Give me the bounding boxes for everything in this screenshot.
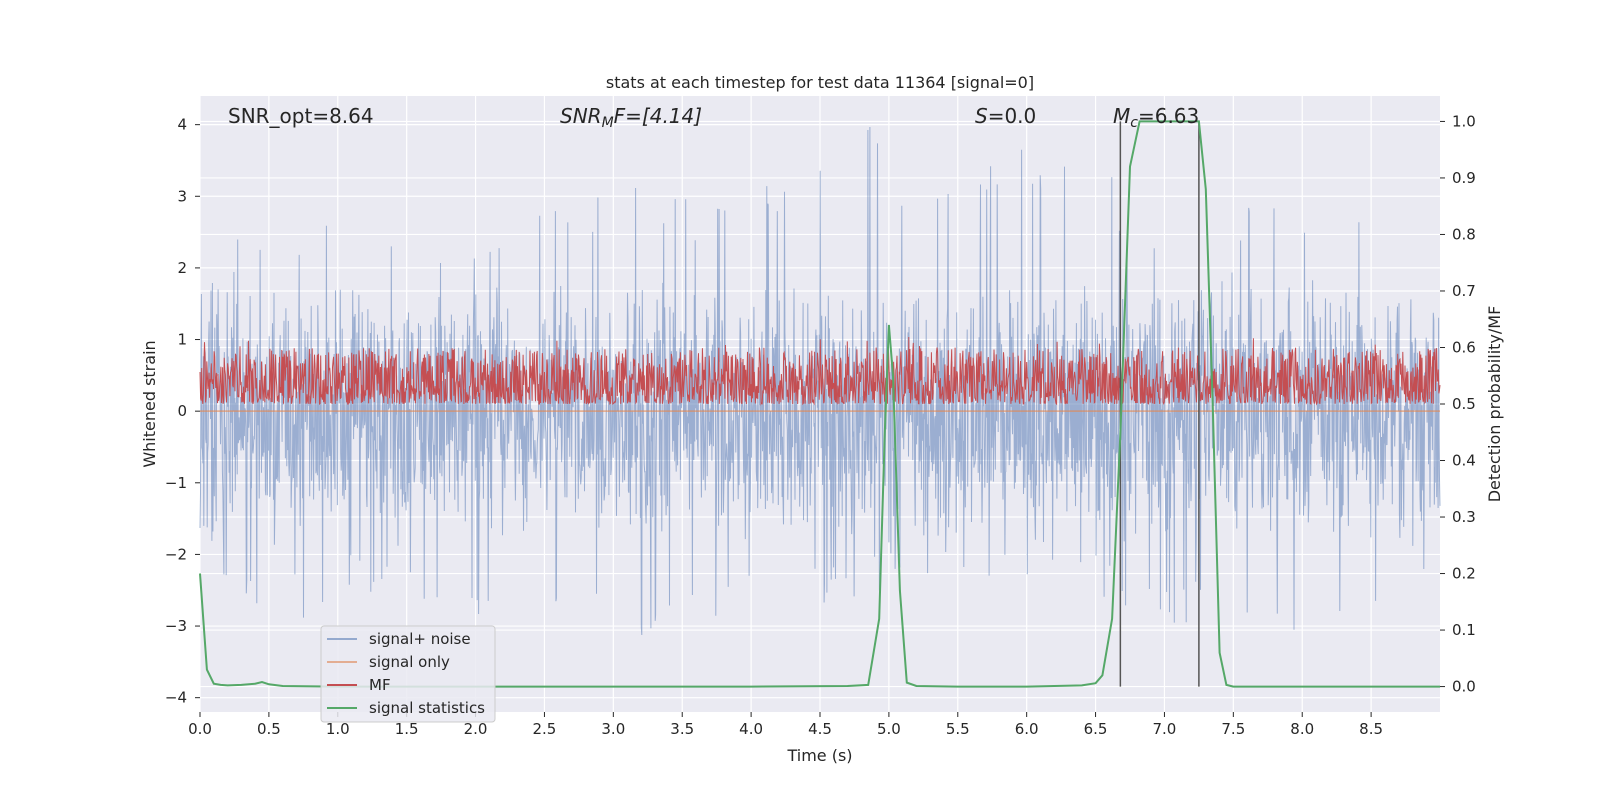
annotation-mc-sub: c [1130,115,1138,131]
x-tick-label: 4.5 [808,720,832,738]
annotation-mc: Mc=6.63 [1113,104,1199,131]
x-tick-label: 7.5 [1221,720,1245,738]
x-tick-label: 4.0 [739,720,763,738]
y-tick-label: 2 [177,259,187,277]
x-tick-label: 8.5 [1359,720,1383,738]
annotation-s: S=0.0 [975,104,1036,128]
detection-vertical-lines [1119,121,1200,687]
y2-tick-label: 0.8 [1452,225,1476,243]
x-tick-label: 1.0 [326,720,350,738]
x-tick-label: 7.0 [1153,720,1177,738]
x-tick-label: 1.5 [395,720,419,738]
x-tick-label: 5.5 [946,720,970,738]
y-tick-label: −4 [165,689,187,707]
signal-noise-line [199,126,1441,636]
y2-tick-label: 0.6 [1452,338,1476,356]
x-tick-label: 3.0 [601,720,625,738]
y2-tick-label: 0.3 [1452,508,1476,526]
legend-label-signal-only: signal only [369,653,450,671]
y2-tick-label: 0.0 [1452,678,1476,696]
y2-tick-label: 0.4 [1452,452,1476,470]
y2-tick-label: 0.7 [1452,282,1476,300]
legend-label-signal-statistics: signal statistics [369,699,485,717]
x-axis-label: Time (s) [786,746,852,765]
y-tick-label: −2 [165,545,187,563]
mf-line [199,336,1441,406]
y2-tick-label: 0.9 [1452,169,1476,187]
x-tick-label: 0.5 [257,720,281,738]
annotation-s-var: S [975,104,988,128]
y2-tick-label: 1.0 [1452,112,1476,130]
y-axis-label: Whitened strain [140,340,159,467]
legend-label-mf: MF [369,676,391,694]
x-tick-label: 6.5 [1084,720,1108,738]
x-tick-label: 2.5 [533,720,557,738]
y-axis-ticks: 4 3 2 1 0 −1 −2 −3 −4 [165,116,200,707]
x-tick-label: 8.0 [1290,720,1314,738]
x-tick-label: 5.0 [877,720,901,738]
y2-tick-label: 0.2 [1452,565,1476,583]
annotation-mc-rest: =6.63 [1138,104,1199,128]
y-tick-label: 1 [177,331,187,349]
annotation-snr-mf-sub: M [602,115,614,131]
legend: signal+ noise signal only MF signal stat… [320,625,496,723]
legend-box [320,625,496,723]
annotation-snr-opt: SNR_opt=8.64 [228,104,374,128]
legend-label-signal-noise: signal+ noise [369,630,471,648]
annotation-mc-var: M [1113,104,1130,128]
y2-axis-label: Detection probability/MF [1485,306,1504,503]
annotation-snr-mf-var: SNR [560,104,602,128]
signal-statistics-line [199,120,1440,688]
annotation-snr-mf: SNRMF=[4.14] [560,104,702,131]
y-tick-label: 4 [177,116,187,134]
x-axis-ticks: 0.0 0.5 1.0 1.5 2.0 2.5 3.0 3.5 4.0 4.5 5.0 5.5 6.0 6… [188,712,1383,738]
y-tick-label: 0 [177,402,187,420]
y-tick-label: −3 [165,617,187,635]
signal-statistics-series [199,120,1440,688]
x-tick-label: 2.0 [464,720,488,738]
y2-axis-ticks: 1.0 0.9 0.8 0.7 0.6 0.5 0.4 0.3 0.2 0.1 0.0 [1440,112,1476,696]
signal-noise-series [199,126,1441,636]
annotation-s-rest: =0.0 [988,104,1037,128]
x-tick-label: 3.5 [670,720,694,738]
y2-tick-label: 0.1 [1452,621,1476,639]
y-tick-label: −1 [165,474,187,492]
chart-title: stats at each timestep for test data 113… [606,73,1034,92]
annotation-snr-mf-rest: F=[4.14] [614,104,702,128]
x-tick-label: 0.0 [188,720,212,738]
mf-series [199,336,1441,406]
y-tick-label: 3 [177,187,187,205]
y2-tick-label: 0.5 [1452,395,1476,413]
x-tick-label: 6.0 [1015,720,1039,738]
